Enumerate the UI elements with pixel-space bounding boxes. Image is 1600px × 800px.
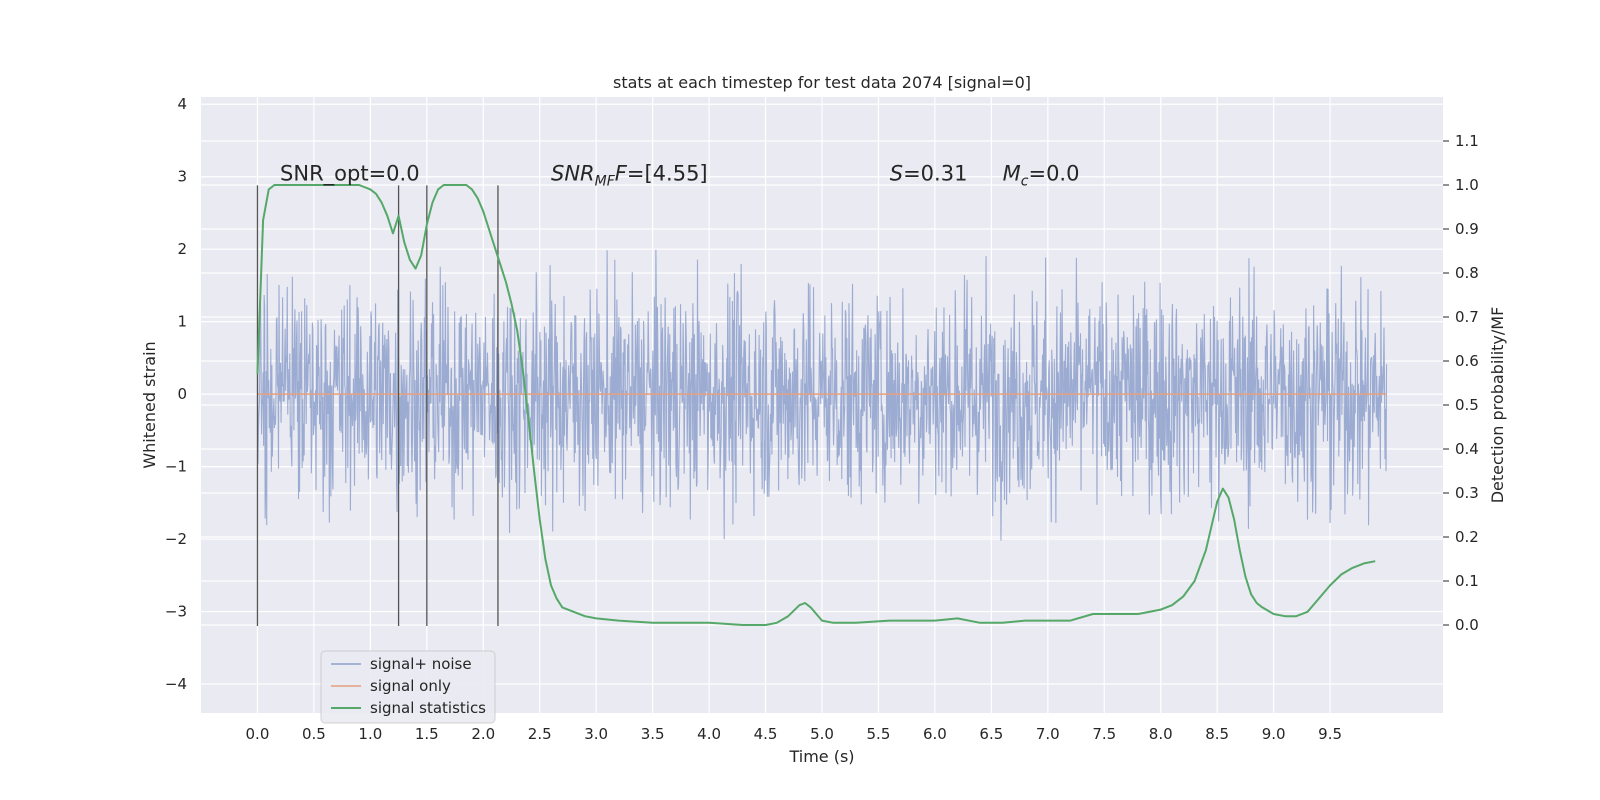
legend-box — [320, 650, 496, 724]
x-tick-label: 3.0 — [584, 725, 608, 743]
y-axis-ticks: −4 −3 −2 −1 0 1 2 3 4 — [165, 95, 187, 693]
annotations: SNR_opt=0.0 SNRMFF=[4.55] S=0.31 Mc=0.0 — [280, 161, 1079, 189]
y-right-tick-label: 0.0 — [1455, 616, 1479, 634]
legend-label-signal-statistics: signal statistics — [370, 699, 486, 717]
x-tick-label: 1.0 — [358, 725, 382, 743]
x-axis-ticks: 0.0 0.5 1.0 1.5 2.0 2.5 3.0 3.5 4.0 4.5 5.0 5.5 6.0 6… — [246, 725, 1342, 743]
y-tick-label: 0 — [177, 385, 187, 403]
y-tick-label: −2 — [165, 530, 187, 548]
x-tick-label: 6.0 — [923, 725, 947, 743]
legend-label-signal-only: signal only — [370, 677, 451, 695]
legend: signal+ noise signal only signal statist… — [320, 650, 496, 724]
annotation-s-value: S=0.31 — [890, 161, 968, 185]
y-tick-label: −4 — [165, 675, 187, 693]
y-right-tick-label: 0.8 — [1455, 264, 1479, 282]
x-axis-label: Time (s) — [788, 747, 854, 766]
chart-title: stats at each timestep for test data 207… — [613, 73, 1031, 92]
x-tick-label: 2.5 — [528, 725, 552, 743]
y-right-tick-label: 0.4 — [1455, 440, 1479, 458]
y-tick-label: −3 — [165, 603, 187, 621]
signal-statistics-series — [256, 184, 1376, 626]
y-right-tick-label: 0.7 — [1455, 308, 1479, 326]
y-right-tick-label: 0.9 — [1455, 220, 1479, 238]
x-tick-label: 4.5 — [754, 725, 778, 743]
x-tick-label: 3.5 — [641, 725, 665, 743]
x-tick-label: 8.0 — [1149, 725, 1173, 743]
y-right-tick-label: 1.0 — [1455, 176, 1479, 194]
y-tick-label: 3 — [177, 168, 187, 186]
x-tick-label: 9.0 — [1262, 725, 1286, 743]
y-axis-label: Whitened strain — [140, 341, 159, 468]
y-right-axis-label: Detection probability/MF — [1488, 307, 1507, 504]
annotation-snr-opt: SNR_opt=0.0 — [280, 161, 420, 186]
x-tick-label: 0.5 — [302, 725, 326, 743]
y-right-tick-label: 0.2 — [1455, 528, 1479, 546]
y-right-tick-label: 0.3 — [1455, 484, 1479, 502]
x-tick-label: 0.0 — [246, 725, 270, 743]
y-right-tick-label: 0.6 — [1455, 352, 1479, 370]
legend-label-signal-noise: signal+ noise — [370, 655, 472, 673]
y-right-tick-label: 1.1 — [1455, 132, 1479, 150]
annotation-snr-mf: SNRMFF=[4.55] — [551, 161, 708, 189]
signal-statistics-line — [256, 184, 1376, 626]
x-tick-label: 9.5 — [1318, 725, 1342, 743]
x-tick-label: 1.5 — [415, 725, 439, 743]
y-tick-label: 4 — [177, 95, 187, 113]
x-tick-label: 2.0 — [471, 725, 495, 743]
x-tick-label: 5.5 — [867, 725, 891, 743]
x-tick-label: 5.0 — [810, 725, 834, 743]
x-tick-label: 6.5 — [979, 725, 1003, 743]
y-right-axis-ticks: 0.0 0.1 0.2 0.3 0.4 0.5 0.6 0.7 0.8 0.9 1.0 1.1 — [1443, 132, 1479, 634]
x-tick-label: 7.5 — [1092, 725, 1116, 743]
x-tick-label: 4.0 — [697, 725, 721, 743]
y-tick-label: 1 — [177, 313, 187, 331]
y-tick-label: 2 — [177, 240, 187, 258]
y-right-tick-label: 0.1 — [1455, 572, 1479, 590]
y-right-tick-label: 0.5 — [1455, 396, 1479, 414]
x-tick-label: 7.0 — [1036, 725, 1060, 743]
annotation-mc-value: Mc=0.0 — [1003, 161, 1080, 189]
signal-noise-series — [256, 249, 1388, 541]
x-tick-label: 8.5 — [1205, 725, 1229, 743]
signal-noise-line — [256, 249, 1388, 541]
y-tick-label: −1 — [165, 458, 187, 476]
